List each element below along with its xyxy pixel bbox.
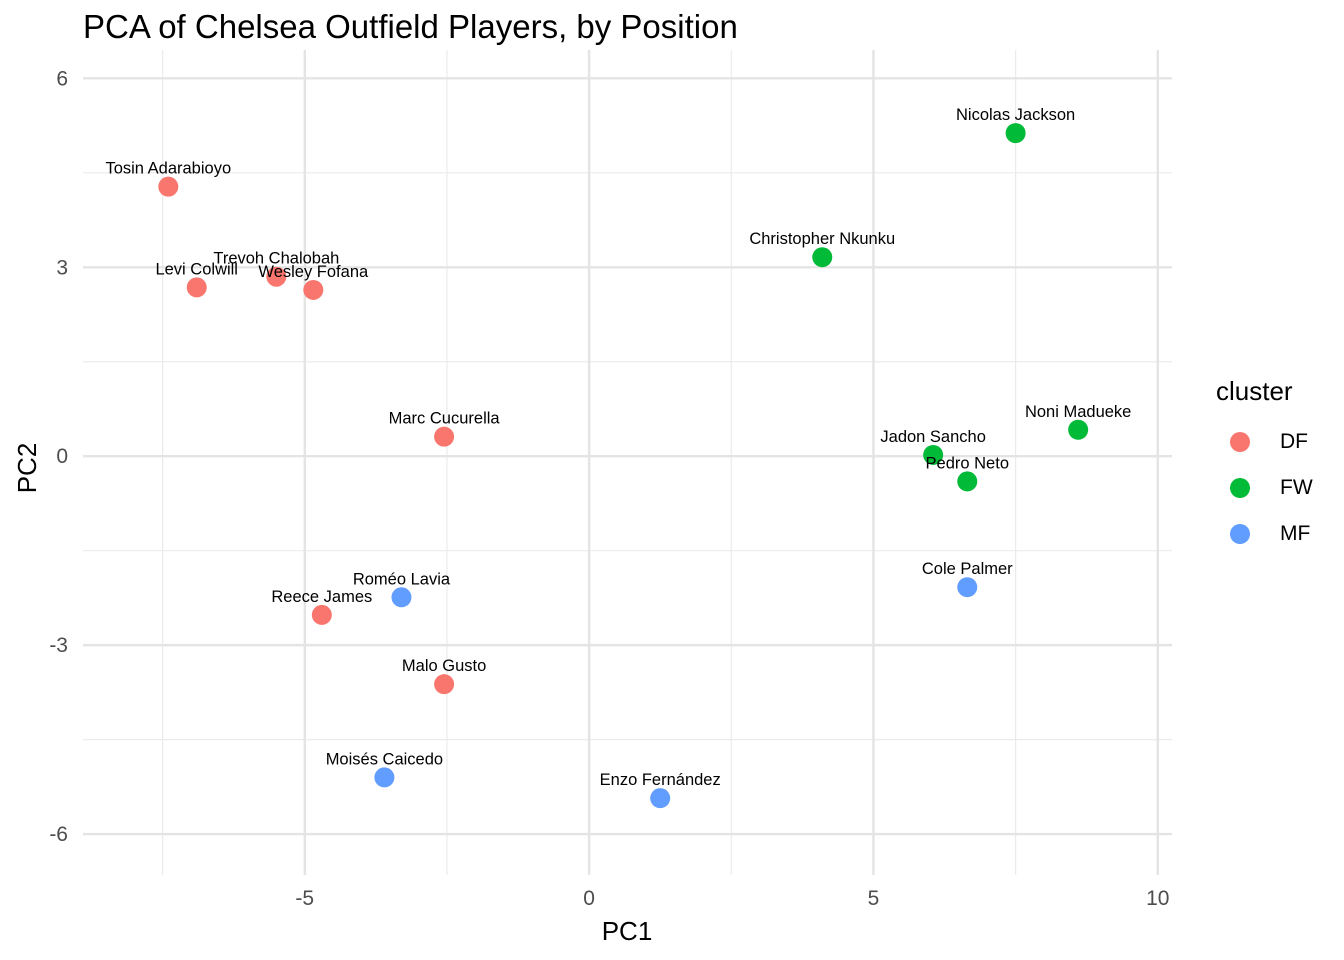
legend-label-mf: MF — [1280, 522, 1311, 545]
data-point — [1068, 419, 1089, 440]
data-point — [374, 767, 395, 788]
data-label: Trevoh Chalobah — [213, 250, 339, 268]
legend-swatch-fw — [1230, 478, 1250, 498]
axis-ticks: -5 0 5 10 -6 -3 0 3 6 — [49, 67, 1169, 910]
legend-label-fw: FW — [1280, 476, 1313, 499]
data-points — [158, 123, 1089, 809]
data-label: Christopher Nkunku — [749, 230, 895, 248]
legend-swatch-mf — [1230, 524, 1250, 544]
data-point — [266, 266, 287, 287]
x-tick-label: 5 — [868, 887, 880, 910]
y-tick-label: 3 — [56, 256, 68, 279]
data-label: Cole Palmer — [922, 560, 1013, 578]
grid-lines — [83, 50, 1172, 875]
data-label: Marc Cucurella — [389, 410, 501, 428]
chart-title: PCA of Chelsea Outfield Players, by Posi… — [83, 8, 738, 45]
y-tick-label: -6 — [49, 823, 68, 846]
legend: cluster DF FW MF — [1216, 376, 1313, 557]
legend-item-mf: MF — [1216, 511, 1313, 557]
data-label: Levi Colwill — [155, 260, 238, 278]
data-point — [812, 247, 833, 268]
x-tick-label: 0 — [583, 887, 595, 910]
data-label: Reece James — [271, 588, 372, 606]
data-label: Malo Gusto — [402, 657, 486, 675]
legend-swatch-df — [1230, 432, 1250, 452]
data-label: Moisés Caicedo — [326, 750, 443, 768]
x-tick-label: -5 — [295, 887, 314, 910]
data-point — [158, 176, 179, 197]
data-label: Jadon Sancho — [880, 428, 986, 446]
y-axis-label: PC2 — [12, 443, 42, 494]
data-point — [957, 471, 978, 492]
data-point — [434, 426, 455, 447]
data-label: Enzo Fernández — [600, 771, 721, 789]
legend-item-fw: FW — [1216, 465, 1313, 511]
legend-item-df: DF — [1216, 419, 1313, 465]
x-tick-label: 10 — [1146, 887, 1169, 910]
y-tick-label: 6 — [56, 67, 68, 90]
data-point — [957, 577, 978, 598]
data-point — [391, 587, 412, 608]
legend-label-df: DF — [1280, 430, 1308, 453]
data-point — [1005, 123, 1026, 144]
data-label: Noni Madueke — [1025, 403, 1131, 421]
data-label: Wesley Fofana — [258, 263, 369, 281]
data-point — [311, 604, 332, 625]
data-point — [434, 674, 455, 695]
data-point — [650, 788, 671, 809]
data-label: Pedro Neto — [926, 454, 1009, 472]
data-point — [186, 277, 207, 298]
y-tick-label: -3 — [49, 634, 68, 657]
legend-title: cluster — [1216, 376, 1293, 406]
data-point — [923, 444, 944, 465]
y-tick-label: 0 — [56, 445, 68, 468]
data-label: Roméo Lavia — [353, 570, 451, 588]
data-label: Nicolas Jackson — [956, 106, 1075, 124]
x-axis-label: PC1 — [602, 916, 653, 946]
data-label: Tosin Adarabioyo — [105, 160, 231, 178]
data-point — [303, 279, 324, 300]
